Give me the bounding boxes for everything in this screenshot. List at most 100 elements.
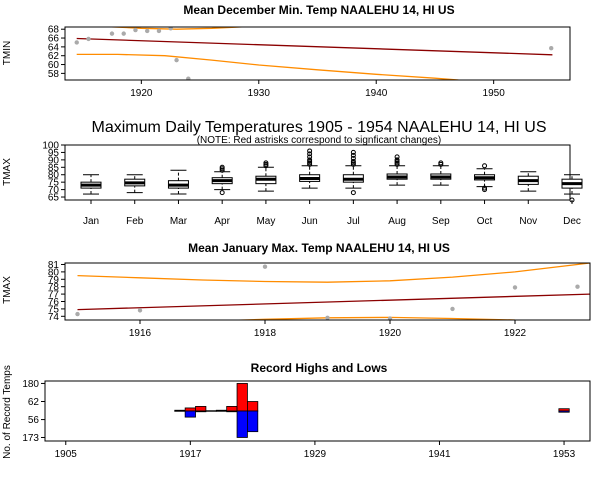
jan-max-point-0 — [75, 311, 80, 317]
records-xtick-label-3: 1941 — [428, 449, 451, 460]
box-6-outlier-4 — [350, 155, 356, 161]
dec-min-point-3 — [121, 31, 126, 36]
records-ytick-label-2: 56 — [28, 415, 40, 426]
tmax-box-month-jun: Jun — [302, 216, 318, 227]
jan-max-ci-upper-line — [77, 263, 590, 283]
record-high-bar-1917 — [184, 407, 196, 412]
record-high-bar-1923 — [247, 401, 259, 412]
dec-min-point-2 — [109, 31, 115, 36]
record-low-bar-1917 — [184, 410, 196, 418]
records-title: Record Highs and Lows — [251, 361, 388, 375]
dec-min-point-7 — [168, 27, 173, 31]
box-6-outlier-0 — [350, 190, 356, 196]
jan-max-xtick-label-2: 1920 — [379, 328, 402, 339]
tmax-box-ytick-label-2: 75 — [48, 178, 60, 189]
box-5-outlier-4 — [307, 154, 313, 160]
tmax-box-ytick-label-3: 80 — [48, 170, 60, 181]
jan-max-point-7 — [575, 284, 580, 289]
tmax-box-month-jul: Jul — [347, 216, 360, 227]
jan-max-trend-line — [77, 293, 590, 311]
tmax-box-month-aug: Aug — [388, 216, 406, 227]
jan-max-point-3 — [325, 315, 330, 320]
records-xtick-label-2: 1929 — [304, 449, 327, 460]
records-ytick-label-3: 173 — [22, 433, 39, 444]
dec-min-frame — [64, 26, 571, 81]
jan-max-point-1 — [137, 308, 143, 313]
dec-min-point-5 — [145, 28, 150, 34]
jan-max-ytick-label-4: 78 — [48, 282, 60, 293]
dec-min-point-0 — [74, 40, 79, 45]
records-xtick-label-0: 1905 — [55, 449, 78, 460]
box-11-outlier-0 — [569, 197, 575, 203]
tmax-box-title: Maximum Daily Temperatures 1905 - 1954 N… — [92, 119, 547, 136]
jan-max-xtick-label-0: 1916 — [129, 328, 152, 339]
dec-min-xtick-label-0: 1920 — [130, 88, 153, 99]
box-7-outlier-3 — [394, 157, 400, 163]
jan-max-point-4 — [387, 316, 393, 320]
records-ytick-label-0: 180 — [22, 379, 39, 390]
tmax-box-month-sep: Sep — [432, 216, 450, 227]
records-xtick-label-1: 1917 — [179, 449, 202, 460]
records-xtick-label-4: 1953 — [553, 449, 576, 460]
dec-min-xtick-label-3: 1950 — [483, 88, 506, 99]
box-5-outlier-6 — [307, 148, 313, 154]
dec-min-point-6 — [156, 28, 162, 34]
tmax-box-month-oct: Oct — [477, 216, 493, 227]
dec-min-point-9 — [186, 76, 191, 80]
dec-min-point-8 — [174, 57, 179, 63]
record-high-bar-1921 — [226, 406, 238, 412]
tmax-box-month-dec: Dec — [563, 216, 581, 227]
record-high-bar-1918 — [195, 406, 207, 412]
dec-min-ci-lower-line — [76, 53, 459, 80]
box-6-outlier-5 — [350, 152, 356, 158]
record-low-bar-1953 — [558, 410, 570, 413]
record-low-bar-1923 — [247, 410, 259, 433]
jan-max-ytick-label-7: 81 — [48, 260, 60, 271]
jan-max-ytick-label-5: 79 — [48, 275, 60, 286]
tmax-box-ytick-label-6: 95 — [48, 148, 60, 159]
records-ytick-label-1: 62 — [28, 397, 40, 408]
dec-min-title: Mean December Min. Temp NAALEHU 14, HI U… — [183, 3, 454, 17]
box-4-outlier-2 — [263, 160, 269, 166]
dec-min-ylabel: TMIN — [2, 41, 13, 65]
jan-max-ytick-label-3: 77 — [48, 290, 60, 301]
dec-min-trend-line — [76, 37, 553, 56]
tmax-box-ylabel: TMAX — [2, 158, 13, 186]
jan-max-frame — [64, 262, 591, 321]
dec-min-ytick-label-4: 66 — [48, 34, 60, 45]
dec-min-ytick-label-5: 68 — [48, 25, 60, 36]
tmax-box-ytick-label-4: 85 — [48, 163, 60, 174]
jan-max-xtick-label-3: 1922 — [504, 328, 527, 339]
box-5-outlier-3 — [307, 157, 313, 163]
record-high-bar-1922 — [236, 383, 248, 412]
tmax-box-ytick-label-0: 65 — [48, 193, 60, 204]
box-9-outlier-1 — [482, 185, 488, 191]
tmax-box-month-feb: Feb — [126, 216, 144, 227]
tmax-box-ytick-label-7: 100 — [42, 141, 59, 152]
records-ylabel: No. of Record Temps — [2, 365, 13, 459]
tmax-box-month-jan: Jan — [83, 216, 99, 227]
jan-max-title: Mean January Max. Temp NAALEHU 14, HI US — [188, 241, 450, 255]
record-low-bar-1922 — [236, 410, 248, 438]
box-5-outlier-5 — [307, 151, 313, 157]
jan-max-xtick-label-1: 1918 — [254, 328, 277, 339]
jan-max-point-5 — [450, 306, 455, 312]
tmax-box-month-may: May — [256, 216, 275, 227]
tmax-box-month-mar: Mar — [170, 216, 188, 227]
dec-min-point-1 — [86, 36, 91, 42]
box-3-outlier-3 — [219, 164, 225, 170]
tmax-box-month-nov: Nov — [519, 216, 537, 227]
dec-min-xtick-label-1: 1930 — [248, 88, 271, 99]
jan-max-point-6 — [512, 285, 518, 290]
box-9-outlier-2 — [482, 163, 488, 169]
box-6-outlier-3 — [350, 158, 356, 164]
jan-max-ytick-label-2: 76 — [48, 297, 60, 308]
record-low-bar-1918 — [195, 410, 207, 413]
dec-min-ytick-label-1: 60 — [48, 60, 60, 71]
dec-min-ytick-label-0: 58 — [48, 69, 60, 80]
tmax-box-frame — [64, 144, 571, 201]
box-6-outlier-6 — [350, 149, 356, 155]
